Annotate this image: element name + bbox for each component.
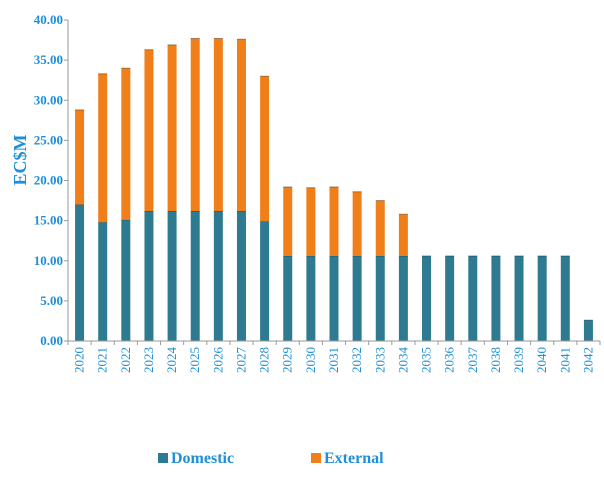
bar-domestic-2039 xyxy=(515,256,524,341)
bar-domestic-2032 xyxy=(353,256,362,341)
bar-domestic-2040 xyxy=(538,256,547,341)
x-tick-label: 2042 xyxy=(580,347,595,373)
legend-swatch-domestic xyxy=(158,453,168,463)
y-tick-label: 15.00 xyxy=(34,213,63,228)
bar-domestic-2029 xyxy=(283,256,292,341)
x-tick-label: 2030 xyxy=(303,347,318,373)
x-tick-label: 2028 xyxy=(257,347,272,373)
legend-label-external: External xyxy=(324,450,384,467)
x-tick-label: 2040 xyxy=(534,347,549,373)
bar-domestic-2024 xyxy=(168,211,177,341)
x-tick-label: 2033 xyxy=(372,347,387,373)
bar-domestic-2033 xyxy=(376,256,385,341)
y-axis-label: EC$M xyxy=(10,134,30,185)
x-tick-label: 2031 xyxy=(326,347,341,373)
y-tick-label: 30.00 xyxy=(34,92,63,107)
x-tick-label: 2024 xyxy=(164,347,179,374)
x-tick-label: 2025 xyxy=(187,347,202,373)
x-tick-label: 2036 xyxy=(442,347,457,374)
legend-swatch-external xyxy=(311,453,321,463)
x-tick-label: 2037 xyxy=(465,347,480,374)
y-tick-label: 10.00 xyxy=(34,253,63,268)
bar-external-2030 xyxy=(306,188,315,256)
bar-external-2029 xyxy=(283,187,292,256)
bar-domestic-2030 xyxy=(306,256,315,341)
bar-domestic-2036 xyxy=(445,256,454,341)
x-tick-label: 2023 xyxy=(141,347,156,373)
x-tick-label: 2039 xyxy=(511,347,526,373)
bar-domestic-2035 xyxy=(422,256,431,341)
x-tick-label: 2021 xyxy=(95,347,110,373)
bar-domestic-2031 xyxy=(330,256,339,341)
bar-external-2021 xyxy=(98,74,107,222)
bar-external-2020 xyxy=(75,110,84,205)
x-tick-label: 2027 xyxy=(233,347,248,374)
bar-domestic-2037 xyxy=(468,256,477,341)
bars xyxy=(75,38,593,341)
x-ticks: 2020 2021 2022 2023 2024 2025 2026 2027 2028 2029… xyxy=(68,341,600,373)
bar-domestic-2023 xyxy=(144,211,153,341)
x-tick-label: 2038 xyxy=(488,347,503,373)
x-tick-label: 2041 xyxy=(557,347,572,373)
x-tick-label: 2029 xyxy=(280,347,295,373)
bar-external-2031 xyxy=(330,187,339,256)
bar-external-2022 xyxy=(121,68,130,220)
bar-external-2027 xyxy=(237,39,246,211)
bar-external-2026 xyxy=(214,38,223,211)
bar-domestic-2041 xyxy=(561,256,570,341)
x-tick-label: 2022 xyxy=(118,347,133,373)
bar-external-2024 xyxy=(168,45,177,211)
y-ticks: 0.00 5.00 10.00 15.00 20.00 25.00 30.00 35.00 40… xyxy=(34,12,68,348)
y-tick-label: 5.00 xyxy=(40,293,63,308)
y-tick-label: 20.00 xyxy=(34,173,63,188)
x-tick-label: 2032 xyxy=(349,347,364,373)
x-tick-label: 2026 xyxy=(210,347,225,374)
legend: Domestic External xyxy=(158,450,384,467)
bar-external-2033 xyxy=(376,201,385,256)
x-tick-label: 2035 xyxy=(419,347,434,373)
bar-external-2032 xyxy=(353,192,362,256)
bar-domestic-2025 xyxy=(191,211,200,341)
bar-domestic-2042 xyxy=(584,320,593,341)
bar-domestic-2026 xyxy=(214,211,223,341)
y-tick-label: 25.00 xyxy=(34,132,63,147)
bar-domestic-2027 xyxy=(237,211,246,341)
bar-domestic-2021 xyxy=(98,222,107,341)
bar-external-2025 xyxy=(191,38,200,211)
bar-domestic-2034 xyxy=(399,256,408,341)
bar-domestic-2038 xyxy=(491,256,500,341)
bar-domestic-2022 xyxy=(121,220,130,341)
x-tick-label: 2034 xyxy=(395,347,410,374)
y-tick-label: 40.00 xyxy=(34,12,63,27)
bar-external-2023 xyxy=(144,50,153,211)
bar-domestic-2028 xyxy=(260,221,269,341)
bar-domestic-2020 xyxy=(75,205,84,341)
y-tick-label: 0.00 xyxy=(40,333,63,348)
x-tick-label: 2020 xyxy=(72,347,87,373)
y-tick-label: 35.00 xyxy=(34,52,63,67)
legend-label-domestic: Domestic xyxy=(171,450,234,467)
bar-external-2034 xyxy=(399,214,408,256)
bar-external-2028 xyxy=(260,76,269,221)
